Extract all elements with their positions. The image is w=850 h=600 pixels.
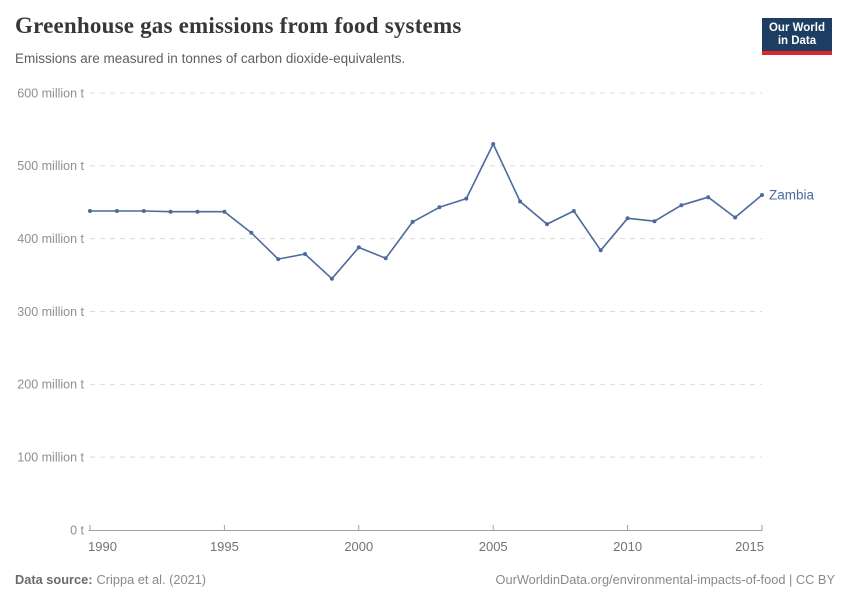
data-source-text: Crippa et al. (2021) — [96, 572, 207, 587]
chart-subtitle: Emissions are measured in tonnes of carb… — [15, 51, 406, 66]
data-point — [276, 257, 281, 262]
data-point — [571, 209, 576, 213]
data-source: Data source: Crippa et al. (2021) — [15, 572, 206, 587]
data-point — [464, 196, 469, 201]
series-line — [90, 143, 763, 280]
data-point — [329, 276, 334, 281]
data-point — [491, 142, 496, 146]
data-point — [195, 209, 200, 214]
owid-logo: Our World in Data — [761, 18, 832, 55]
x-tick-label: 2005 — [479, 539, 508, 554]
data-point — [437, 205, 442, 210]
y-tick-label: 0 t — [70, 523, 84, 537]
y-tick-label: 500 million t — [17, 159, 84, 173]
y-tick-label: 100 million t — [17, 450, 84, 464]
y-tick-label: 200 million t — [17, 378, 84, 392]
data-source-label: Data source: — [15, 572, 93, 587]
data-point — [88, 209, 92, 213]
data-point — [706, 195, 711, 200]
data-point — [625, 216, 630, 221]
data-point — [733, 215, 738, 220]
data-point — [303, 252, 307, 256]
owid-logo-line2: in Data — [777, 35, 817, 47]
data-point — [249, 230, 254, 235]
data-point — [545, 222, 549, 227]
x-tick-label: 1995 — [210, 539, 239, 554]
data-point — [410, 219, 415, 224]
y-tick-label: 300 million t — [17, 305, 84, 319]
owid-url-link[interactable]: OurWorldinData.org/environmental-impacts… — [495, 572, 836, 587]
data-point — [679, 203, 684, 208]
x-tick-label: 2010 — [613, 539, 642, 554]
data-point — [598, 248, 603, 253]
data-point — [222, 209, 227, 214]
data-point — [141, 209, 146, 213]
x-tick-label: 2000 — [344, 539, 373, 554]
x-tick-label: 2015 — [735, 539, 764, 554]
data-point — [760, 193, 764, 197]
data-point — [356, 245, 361, 250]
y-tick-label: 400 million t — [17, 232, 84, 246]
data-point — [114, 209, 119, 213]
x-tick-label: 1990 — [88, 539, 117, 554]
data-point — [383, 256, 388, 261]
y-tick-label: 600 million t — [17, 86, 84, 100]
owid-logo-line1: Our World — [768, 22, 825, 34]
page-title: Greenhouse gas emissions from food syste… — [15, 13, 462, 38]
data-point — [518, 199, 523, 204]
data-point — [652, 219, 657, 224]
series-label: Zambia — [769, 187, 815, 202]
data-point — [168, 209, 173, 214]
